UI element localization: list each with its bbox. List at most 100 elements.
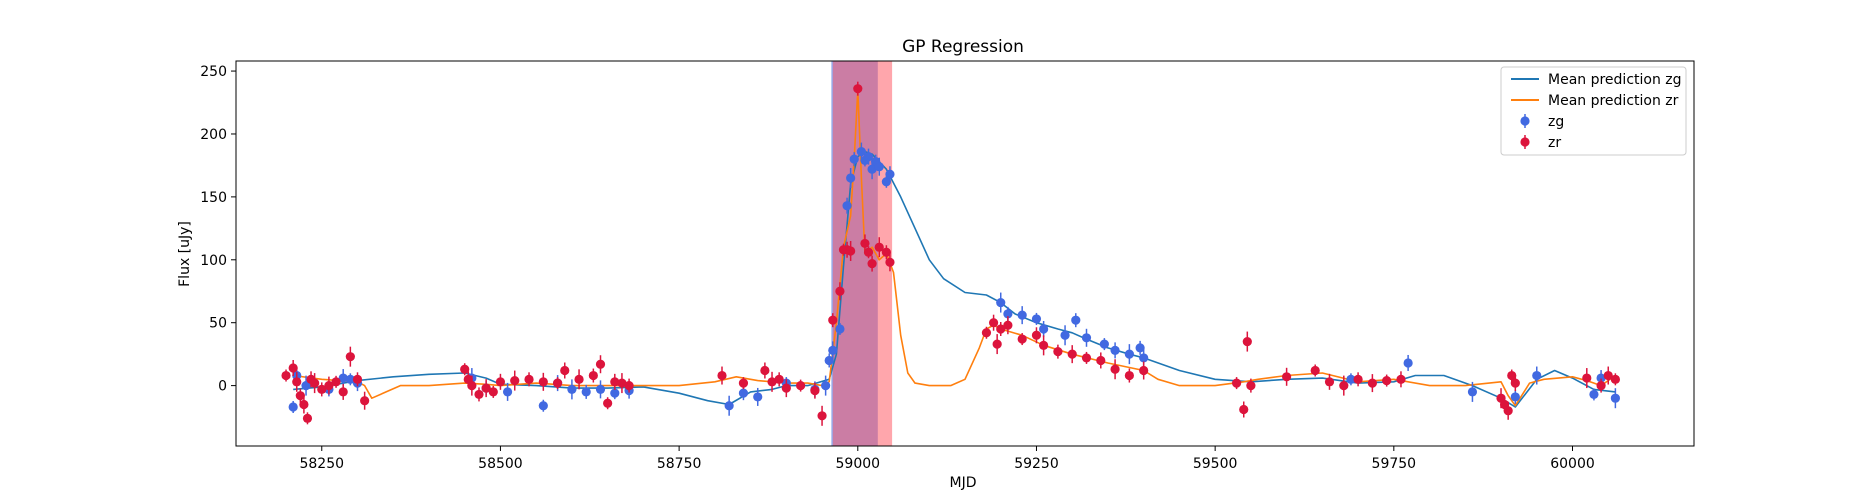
zr-point <box>1096 355 1106 366</box>
zg-point <box>1124 349 1134 359</box>
x-tick-label: 60000 <box>1550 456 1595 472</box>
zg-point <box>581 387 591 397</box>
zr-point <box>1053 347 1063 357</box>
axes-frame <box>235 60 1695 447</box>
x-tick-label: 59000 <box>836 456 881 472</box>
zr-point <box>553 378 563 388</box>
legend-zg-points: zg <box>1520 114 1564 130</box>
zr-point <box>767 377 777 387</box>
legend-zr-line: Mean prediction zr <box>1511 93 1679 109</box>
legend-label: Mean prediction zg <box>1548 72 1682 88</box>
zr-point <box>760 365 770 376</box>
zr-point <box>863 247 874 257</box>
zr-point <box>345 352 355 362</box>
zr-point <box>1353 374 1363 384</box>
x-tick-label: 58750 <box>657 456 702 472</box>
x-tick-label: 59500 <box>1193 456 1238 472</box>
zg-point <box>1346 374 1356 384</box>
zr-point <box>467 381 477 391</box>
zg-point <box>345 374 355 384</box>
zr-point <box>1081 353 1092 363</box>
zr-point <box>1310 365 1320 376</box>
zg-point <box>856 146 866 157</box>
y-tick-label: 100 <box>200 253 227 269</box>
zg-point <box>738 388 749 398</box>
zr-point <box>488 387 498 397</box>
zg-point <box>567 384 577 394</box>
zg-point <box>1467 387 1478 397</box>
zr-point <box>1382 375 1392 386</box>
zr-point <box>595 359 606 369</box>
zg-point <box>828 345 838 355</box>
zr-point <box>1396 374 1406 384</box>
zr-point <box>617 378 627 388</box>
zg-point <box>502 387 513 397</box>
zr-point <box>1031 330 1042 340</box>
x-tick-label: 58500 <box>478 456 523 472</box>
zr-point <box>1231 378 1242 388</box>
legend-swatch-marker <box>1520 116 1530 126</box>
zr-point <box>835 286 845 296</box>
zr-point <box>1003 320 1013 330</box>
zr-point <box>996 324 1006 334</box>
zg-point <box>1510 392 1520 402</box>
zr-point <box>560 365 570 376</box>
zr-point <box>481 383 491 393</box>
zg-point <box>301 381 311 391</box>
zr-point <box>1339 381 1349 391</box>
zg-point <box>835 324 845 334</box>
x-tick-label: 59750 <box>1372 456 1417 472</box>
legend-box <box>1500 66 1687 156</box>
zg-point <box>1099 339 1109 349</box>
zg-point <box>753 392 763 402</box>
zr-point <box>292 377 302 387</box>
zr-point <box>1507 370 1517 381</box>
zr-point <box>317 384 327 394</box>
zr-point <box>299 399 309 410</box>
zr-point <box>738 378 749 388</box>
zr-point <box>796 381 806 391</box>
zr-point <box>510 375 520 386</box>
zr-point <box>810 386 820 396</box>
x-axis-label: MJD <box>950 475 977 491</box>
zr-point <box>495 377 506 387</box>
zg-point <box>1003 309 1013 319</box>
zr-point <box>981 328 992 338</box>
zr-point <box>1282 372 1292 382</box>
zr-point <box>574 374 584 384</box>
zr-point <box>460 364 470 374</box>
chart-title: GP Regression <box>902 37 1024 57</box>
zr-point <box>524 374 534 384</box>
y-axis-ticks: 0 50 100 150 200 250 <box>200 64 236 395</box>
y-tick-label: 150 <box>200 190 227 206</box>
zr-point <box>1367 378 1377 388</box>
y-tick-label: 250 <box>200 64 227 80</box>
zr-point <box>885 257 895 267</box>
zg-point <box>724 401 734 411</box>
zr-point <box>860 238 870 249</box>
zr-point <box>1067 349 1077 359</box>
zr-point <box>1324 377 1335 387</box>
y-tick-label: 50 <box>209 316 227 332</box>
zg-point <box>538 401 548 411</box>
zr-point <box>295 391 305 401</box>
zr-point <box>1110 364 1120 374</box>
zr-point <box>774 374 784 384</box>
zg-point <box>1039 324 1049 334</box>
zr-point <box>1139 365 1149 376</box>
zr-point <box>474 389 484 400</box>
legend-zg-line: Mean prediction zg <box>1511 72 1682 88</box>
zr-point <box>302 413 313 423</box>
zg-point <box>824 355 834 366</box>
y-axis-label: Flux [uJy] <box>177 221 193 287</box>
zg-point <box>1139 353 1149 363</box>
zr-point <box>874 242 884 252</box>
zg-point <box>842 201 852 211</box>
zr-point <box>1246 381 1256 391</box>
zr-point <box>331 377 341 387</box>
zr-point <box>881 247 891 257</box>
zr-point <box>867 258 877 269</box>
zg-point <box>1135 343 1145 353</box>
zg-point <box>996 297 1006 308</box>
zg-point <box>863 152 874 162</box>
